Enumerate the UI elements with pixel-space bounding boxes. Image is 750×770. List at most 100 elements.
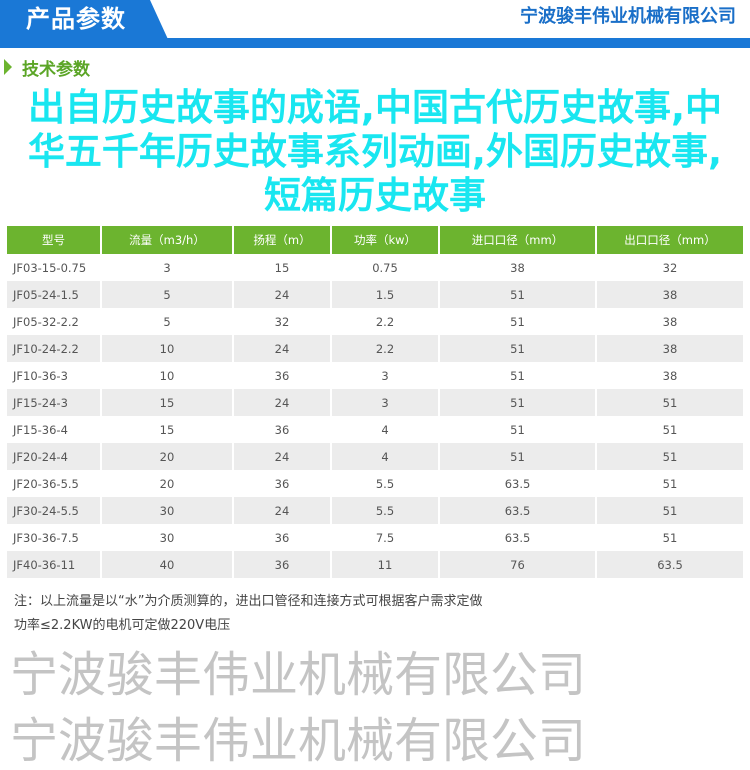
table-cell: JF20-24-4 [7, 443, 100, 470]
table-row: JF15-24-3 15 24 3 51 51 [7, 389, 743, 416]
column-header: 进口口径（mm） [440, 226, 595, 254]
table-cell: 76 [440, 551, 595, 578]
table-cell: 24 [234, 389, 330, 416]
table-cell: 10 [102, 335, 232, 362]
table-cell: 3 [163, 260, 171, 275]
table-cell: JF05-32-2.2 [13, 314, 79, 329]
table-cell: 51 [510, 314, 525, 329]
table-cell: 51 [662, 422, 678, 437]
table-row: JF40-36-11 40 36 11 76 63.5 [7, 551, 743, 578]
table-cell: 2.2 [375, 314, 395, 329]
table-cell: 24 [234, 443, 330, 470]
table-cell: 51 [510, 422, 525, 437]
table-cell: 5.5 [375, 476, 395, 491]
company-name: 宁波骏丰伟业机械有限公司 [520, 6, 736, 27]
table-cell: JF40-36-11 [7, 551, 100, 578]
table-cell: 10 [159, 368, 175, 383]
table-cell: 7.5 [375, 530, 395, 545]
watermark-2: 宁波骏丰伟业机械有限公司 [10, 713, 587, 769]
table-row: JF05-24-1.5 5 24 1.5 51 38 [7, 281, 743, 308]
notes: 注：以上流量是以“水”为介质测算的，进出口管径和连接方式可根据客户需求定做 功率… [14, 590, 750, 638]
table-cell: JF05-24-1.5 [7, 281, 100, 308]
triangle-icon [4, 59, 12, 75]
table-cell: JF15-36-4 [13, 422, 68, 437]
table-cell: 30 [159, 530, 175, 545]
table-cell: 51 [440, 281, 595, 308]
table-cell: 15 [274, 260, 290, 275]
table-cell: JF10-24-2.2 [7, 335, 100, 362]
header-banner: 产品参数 宁波骏丰伟业机械有限公司 [0, 0, 750, 48]
table-cell: JF20-36-5.5 [13, 476, 79, 491]
table-cell: 51 [597, 389, 743, 416]
table-cell: 51 [597, 443, 743, 470]
column-header: 流量（m3/h） [102, 226, 232, 254]
column-header: 出口口径（mm） [597, 226, 743, 254]
table-cell: 51 [510, 368, 525, 383]
column-header: 扬程（m） [234, 226, 330, 254]
table-cell: 20 [159, 476, 175, 491]
table-cell: 38 [662, 314, 678, 329]
table-cell: JF30-36-7.5 [13, 530, 79, 545]
table-cell: 0.75 [372, 260, 398, 275]
table-cell: 24 [234, 281, 330, 308]
column-header: 功率（kw） [332, 226, 438, 254]
table-cell: 11 [332, 551, 438, 578]
table-row: JF30-36-7.5 30 36 7.5 63.5 51 [7, 524, 743, 551]
table-cell: 51 [662, 476, 678, 491]
banner-tab [0, 0, 172, 48]
table-cell: 51 [440, 389, 595, 416]
table-cell: 5.5 [332, 497, 438, 524]
table-cell: 36 [274, 422, 290, 437]
table-cell: JF03-15-0.75 [13, 260, 87, 275]
table-cell: JF15-24-3 [7, 389, 100, 416]
table-cell: 4 [332, 443, 438, 470]
table-cell: 51 [662, 530, 678, 545]
table-cell: 20 [102, 443, 232, 470]
table-cell: 15 [159, 422, 175, 437]
table-cell: 40 [102, 551, 232, 578]
table-cell: 38 [662, 368, 678, 383]
table-cell: 3 [332, 389, 438, 416]
table-cell: 36 [274, 530, 290, 545]
spec-table: 型号 流量（m3/h） 扬程（m） 功率（kw） 进口口径（mm） 出口口径（mm） JF… [5, 226, 745, 578]
table-cell: 5 [163, 314, 171, 329]
table-row: JF10-36-3 10 36 3 51 38 [7, 362, 743, 389]
table-row: JF15-36-4 15 36 4 51 51 [7, 416, 743, 443]
table-cell: 32 [662, 260, 678, 275]
table-cell: 38 [597, 281, 743, 308]
note-line: 注：以上流量是以“水”为介质测算的，进出口管径和连接方式可根据客户需求定做 [14, 594, 483, 609]
table-cell: 36 [234, 551, 330, 578]
table-cell: JF10-36-3 [13, 368, 68, 383]
table-cell: 4 [381, 422, 389, 437]
table-cell: 38 [597, 335, 743, 362]
table-row: JF20-36-5.5 20 36 5.5 63.5 51 [7, 470, 743, 497]
watermark-1: 宁波骏丰伟业机械有限公司 [10, 647, 587, 703]
table-cell: 24 [234, 497, 330, 524]
table-cell: 38 [510, 260, 525, 275]
column-header: 型号 [7, 226, 100, 254]
table-row: JF10-24-2.2 10 24 2.2 51 38 [7, 335, 743, 362]
table-cell: 2.2 [332, 335, 438, 362]
table-row: JF20-24-4 20 24 4 51 51 [7, 443, 743, 470]
table-cell: 30 [102, 497, 232, 524]
table-cell: 36 [274, 476, 290, 491]
table-cell: 5 [102, 281, 232, 308]
table-cell: 63.5 [597, 551, 743, 578]
table-cell: 3 [381, 368, 389, 383]
table-row: JF30-24-5.5 30 24 5.5 63.5 51 [7, 497, 743, 524]
table-row: JF03-15-0.75 3 15 0.75 38 32 [7, 254, 743, 281]
header-row: 型号 流量（m3/h） 扬程（m） 功率（kw） 进口口径（mm） 出口口径（mm） [7, 226, 743, 254]
table-cell: 51 [440, 335, 595, 362]
table-cell: 63.5 [504, 530, 531, 545]
table-cell: 51 [597, 497, 743, 524]
page-title: 产品参数 [26, 5, 126, 33]
table-cell: 1.5 [332, 281, 438, 308]
table-cell: 63.5 [504, 476, 531, 491]
table-cell: 15 [102, 389, 232, 416]
table-cell: 32 [274, 314, 290, 329]
table-cell: 63.5 [440, 497, 595, 524]
note-line: 功率≤2.2KW的电机可定做220V电压 [14, 618, 231, 633]
overlay-text: 出自历史故事的成语,中国古代历史故事,中华五千年历史故事系列动画,外国历史故事,… [27, 86, 723, 217]
section-heading: 技术参数 [4, 54, 750, 80]
table-cell: 24 [234, 335, 330, 362]
